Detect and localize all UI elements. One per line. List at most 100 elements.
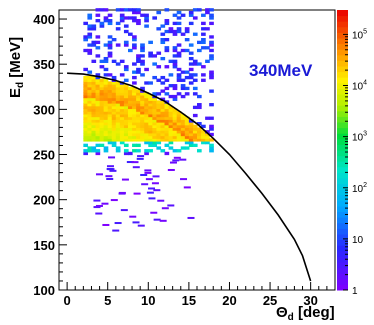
heatmap-cell — [148, 135, 153, 139]
heatmap-cell — [164, 8, 170, 12]
heatmap-cell — [107, 116, 113, 120]
heatmap-cell — [176, 111, 182, 115]
heatmap-cell — [144, 116, 149, 120]
heatmap-cell — [148, 124, 153, 129]
heatmap-cell — [99, 113, 105, 118]
heatmap-cell — [148, 111, 153, 115]
heatmap-cell — [156, 113, 162, 118]
heatmap-cell — [99, 78, 105, 82]
heatmap-cell — [115, 89, 121, 93]
heatmap-cell — [111, 111, 117, 115]
heatmap-cell — [188, 81, 194, 85]
heatmap-cell — [132, 81, 137, 85]
heatmap-cell — [152, 105, 158, 110]
heatmap-cell — [160, 89, 166, 93]
heatmap-cell — [119, 132, 125, 137]
heatmap-cell — [103, 67, 109, 72]
color-bar-segment — [337, 183, 348, 190]
heatmap-cell — [148, 119, 153, 123]
color-bar-label-base: 10 — [352, 184, 364, 195]
heatmap-cell — [87, 135, 93, 139]
heatmap-cell — [136, 94, 141, 99]
heatmap-cell — [180, 122, 186, 126]
heatmap-cell — [164, 48, 170, 53]
heatmap-cell — [91, 89, 97, 93]
heatmap-cell — [87, 130, 93, 134]
heatmap-cell — [83, 130, 89, 134]
heatmap-cell — [188, 130, 194, 134]
heatmap-cell — [123, 103, 129, 107]
heatmap-cell — [157, 199, 165, 202]
heatmap-cell — [123, 92, 129, 96]
heatmap-cell — [87, 35, 93, 39]
heatmap-cell — [151, 182, 159, 185]
heatmap-cell — [160, 97, 166, 101]
heatmap-cell — [136, 97, 141, 101]
heatmap-cell — [172, 94, 178, 99]
heatmap-cell — [107, 111, 113, 115]
color-bar-segment — [337, 43, 348, 50]
heatmap-cell — [95, 116, 101, 120]
heatmap-cell — [91, 92, 97, 96]
heatmap-cell — [136, 89, 141, 93]
heatmap-cell — [176, 113, 182, 118]
color-bar-label-base: 10 — [352, 30, 364, 41]
heatmap-cell — [132, 130, 137, 134]
heatmap-cell — [123, 89, 129, 93]
heatmap-cell — [179, 158, 187, 161]
heatmap-cell — [136, 103, 141, 107]
heatmap-cell — [111, 38, 117, 42]
heatmap-cell — [192, 8, 198, 12]
heatmap-cell — [87, 111, 93, 115]
heatmap-cell — [103, 149, 109, 153]
heatmap-cell — [106, 165, 114, 168]
heatmap-cell — [95, 212, 103, 215]
heatmap-cell — [123, 105, 129, 110]
heatmap-cell — [172, 84, 178, 88]
heatmap-cell — [103, 113, 109, 118]
heatmap-cell — [99, 59, 105, 63]
heatmap-cell — [87, 127, 93, 131]
heatmap-cell — [91, 116, 97, 120]
color-bar-segment — [337, 239, 348, 246]
heatmap-cell — [91, 81, 97, 85]
heatmap-cell — [172, 13, 178, 17]
heatmap-cell — [176, 16, 182, 20]
heatmap-cell — [152, 111, 158, 115]
heatmap-cell — [192, 124, 198, 129]
heatmap-cell — [176, 130, 182, 134]
heatmap-cell — [205, 140, 210, 145]
heatmap-cell — [172, 149, 178, 153]
heatmap-cell — [99, 21, 105, 26]
heatmap-cell — [180, 127, 186, 131]
heatmap-cell — [148, 197, 156, 200]
heatmap-cell — [87, 149, 93, 153]
heatmap-cell — [176, 127, 182, 131]
x-tick-label: 5 — [104, 293, 111, 308]
heatmap-cell — [95, 86, 101, 91]
heatmap-cell — [156, 65, 162, 69]
heatmap-cell — [83, 94, 89, 99]
heatmap-cell — [148, 51, 153, 55]
color-bar-label-exponent: 4 — [363, 80, 367, 87]
heatmap-cell — [164, 111, 170, 115]
heatmap-cell — [123, 40, 129, 45]
heatmap-cell — [180, 32, 186, 36]
color-bar-segment — [337, 38, 348, 45]
color-bar-segment — [337, 82, 348, 89]
heatmap-cell — [136, 105, 141, 110]
heatmap-cell — [115, 127, 121, 131]
heatmap-cell — [192, 105, 198, 110]
heatmap-cell — [83, 138, 89, 142]
color-bar-segment — [337, 228, 348, 235]
heatmap-cell — [140, 108, 145, 112]
heatmap-cell — [107, 86, 113, 91]
heatmap-cell — [128, 138, 133, 142]
heatmap-cell — [152, 135, 158, 139]
heatmap-cell — [152, 108, 158, 112]
heatmap-cell — [136, 19, 141, 23]
heatmap-cell — [144, 113, 149, 118]
heatmap-cell — [132, 103, 137, 107]
heatmap-cell — [128, 116, 133, 120]
heatmap-cell — [103, 127, 109, 131]
